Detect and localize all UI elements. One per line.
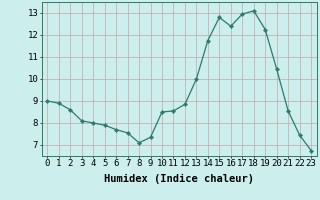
X-axis label: Humidex (Indice chaleur): Humidex (Indice chaleur): [104, 174, 254, 184]
